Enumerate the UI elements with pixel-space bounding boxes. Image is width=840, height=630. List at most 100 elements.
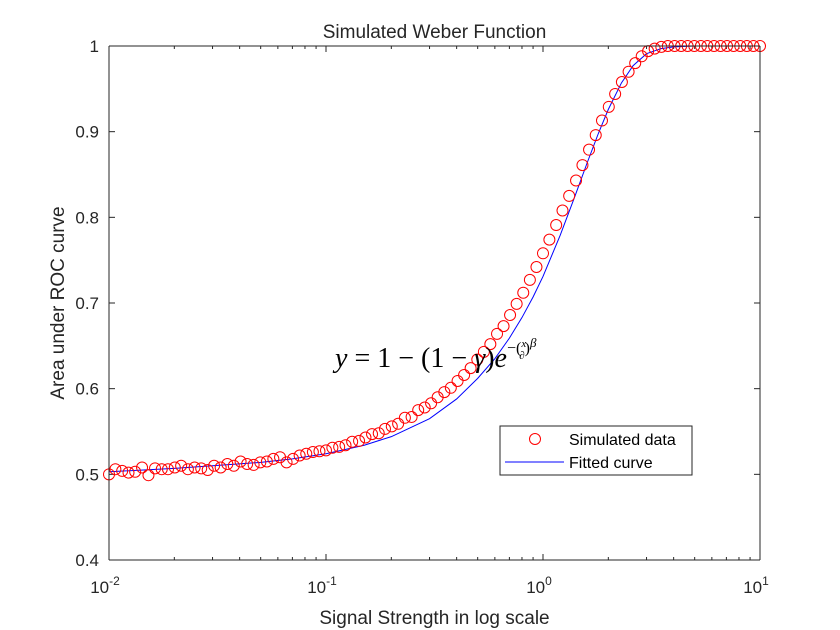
x-tick-label: 101 (743, 574, 769, 597)
data-point (116, 464, 129, 477)
data-point (576, 159, 589, 172)
data-point (168, 461, 181, 474)
formula-part: e (495, 343, 507, 374)
data-point (550, 219, 563, 232)
data-point (267, 452, 280, 465)
data-point (655, 40, 668, 53)
data-point (412, 404, 425, 417)
data-point (353, 434, 366, 447)
data-point (471, 353, 484, 366)
data-point (563, 189, 576, 202)
data-point (556, 204, 569, 217)
data-point (609, 87, 622, 100)
data-point (221, 458, 234, 471)
data-point (372, 427, 385, 440)
data-point (241, 458, 254, 471)
data-point (136, 461, 149, 474)
data-point (464, 362, 477, 375)
y-tick-label: 0.8 (75, 208, 99, 227)
x-tick-label: 10-1 (307, 574, 337, 597)
data-point (444, 381, 457, 394)
data-point (260, 455, 273, 468)
data-point (497, 320, 510, 333)
data-point (188, 461, 201, 474)
data-point (181, 463, 194, 476)
x-tick-base: 10 (307, 578, 326, 597)
y-axis-label: Area under ROC curve (48, 206, 69, 399)
data-point (227, 459, 240, 472)
data-point (300, 447, 313, 460)
data-point (287, 452, 300, 465)
x-tick-exponent: -1 (326, 574, 337, 588)
data-point (392, 417, 405, 430)
data-point (425, 397, 438, 410)
data-point (280, 456, 293, 469)
y-tick-label: 0.7 (75, 294, 99, 313)
data-point (477, 345, 490, 358)
formula-part: β (529, 335, 537, 350)
x-tick-base: 10 (90, 578, 109, 597)
data-point (589, 129, 602, 142)
plot-box (108, 45, 761, 561)
data-point (346, 435, 359, 448)
y-tick-label: 0.6 (75, 380, 99, 399)
data-point (398, 411, 411, 424)
formula-part: γ (474, 343, 486, 374)
x-tick-exponent: 1 (762, 574, 769, 588)
data-point (523, 273, 536, 286)
data-point (451, 374, 464, 387)
formula-annotation: y = 1 − (1 − γ)e−(x ∂)β (332, 335, 537, 374)
x-tick-exponent: 0 (545, 574, 552, 588)
data-point (583, 143, 596, 156)
data-point (615, 75, 628, 88)
data-point (195, 462, 208, 475)
data-point (175, 459, 188, 472)
data-point (142, 469, 155, 482)
formula-part: x (520, 338, 526, 350)
data-point (208, 459, 221, 472)
data-point (214, 461, 227, 474)
data-point (234, 455, 247, 468)
formula-part: = 1 − (1 − (347, 343, 474, 374)
data-point (491, 327, 504, 340)
data-point (378, 422, 391, 435)
data-point (359, 431, 372, 444)
data-point (622, 65, 635, 78)
data-point (339, 439, 352, 452)
data-point (320, 444, 332, 457)
data-point (122, 466, 135, 479)
data-point (109, 463, 122, 476)
data-point (602, 100, 615, 113)
legend-label-simulated-data: Simulated data (569, 432, 676, 449)
data-point (510, 297, 523, 310)
chart-title: Simulated Weber Function (323, 22, 547, 43)
data-point (418, 401, 431, 414)
data-point (247, 458, 260, 471)
legend-label-fitted-curve: Fitted curve (569, 455, 653, 472)
data-point (333, 440, 346, 453)
formula-part: y (332, 343, 348, 374)
x-tick-label: 100 (526, 574, 552, 597)
data-point (306, 446, 319, 459)
data-point (629, 57, 642, 70)
legend: Simulated data Fitted curve (499, 425, 693, 476)
y-tick-label: 1 (90, 37, 99, 56)
data-point (201, 464, 214, 477)
data-point (129, 465, 142, 478)
data-point (385, 420, 398, 433)
y-tick-label: 0.5 (75, 465, 99, 484)
plot-area (109, 46, 760, 560)
legend-marker-simulated-data (529, 433, 541, 445)
data-point (161, 463, 174, 476)
data-point (570, 174, 583, 187)
formula-part: ∂ (519, 350, 524, 362)
formula-part: ) (485, 343, 494, 374)
data-point (155, 463, 168, 476)
x-tick-base: 10 (526, 578, 545, 597)
data-point (543, 233, 556, 246)
data-point (648, 42, 661, 55)
data-point (405, 410, 418, 423)
data-point (313, 445, 326, 458)
data-point (326, 441, 339, 454)
y-tick-label: 0.9 (75, 123, 99, 142)
